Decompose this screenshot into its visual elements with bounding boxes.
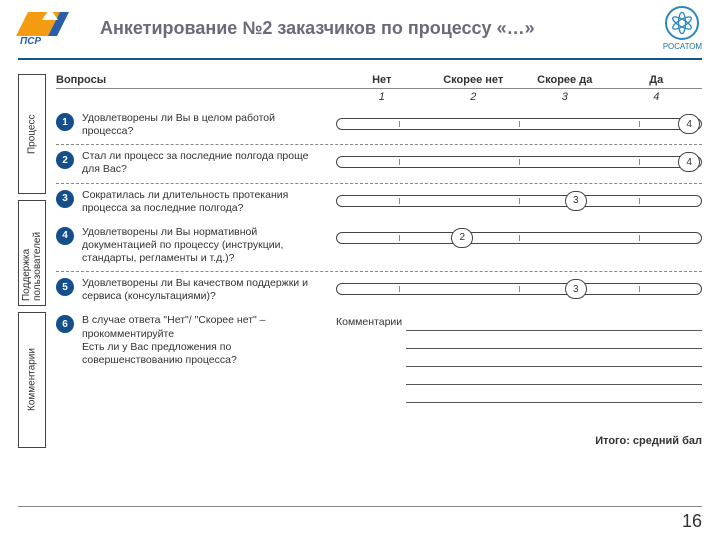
question-scale[interactable]: 4	[336, 115, 702, 133]
scale-tick	[519, 286, 520, 292]
page-title: Анкетирование №2 заказчиков по процессу …	[100, 10, 700, 39]
header: ПСР Анкетирование №2 заказчиков по проце…	[0, 0, 720, 54]
section-label-support: Поддержка пользователей	[18, 200, 46, 306]
scale-tick	[399, 198, 400, 204]
footer-rule	[18, 506, 702, 507]
question-row: 4 Удовлетворены ли Вы нормативной докумен…	[56, 221, 702, 272]
scale-tick	[639, 286, 640, 292]
question-number-badge: 5	[56, 278, 74, 296]
slide: ПСР Анкетирование №2 заказчиков по проце…	[0, 0, 720, 540]
section-label-process: Процесс	[18, 74, 46, 194]
question-rows: 1 Удовлетворены ли Вы в целом работой про…	[56, 107, 702, 309]
section-label-comments: Комментарии	[18, 312, 46, 448]
question-number-badge: 3	[56, 190, 74, 208]
header-scale-4: Да	[611, 74, 703, 86]
question-row: 3 Сократилась ли длительность протекания …	[56, 184, 702, 221]
scale-num-1: 1	[336, 91, 428, 103]
footer: 16	[18, 506, 702, 532]
comments-label: Комментарии	[336, 316, 402, 328]
rosatom-label: РОСАТОМ	[663, 42, 702, 51]
scale-knob[interactable]: 4	[678, 114, 700, 134]
question-text: Стал ли процесс за последние полгода про…	[82, 150, 336, 176]
scale-track	[336, 156, 702, 168]
body: Процесс Поддержка пользователей Коммента…	[18, 74, 702, 500]
comment-line[interactable]	[406, 402, 702, 403]
scale-num-4: 4	[611, 91, 703, 103]
scale-tick	[399, 121, 400, 127]
scale-knob[interactable]: 3	[565, 279, 587, 299]
question-text: Удовлетворены ли Вы качеством поддержки …	[82, 277, 336, 303]
scale-knob[interactable]: 4	[678, 152, 700, 172]
header-questions: Вопросы	[56, 74, 336, 86]
scale-knob[interactable]: 2	[451, 228, 473, 248]
scale-tick	[399, 235, 400, 241]
question-scale[interactable]: 3	[336, 192, 702, 210]
scale-tick	[519, 121, 520, 127]
comment-line[interactable]	[406, 330, 702, 331]
content: Вопросы Нет Скорее нет Скорее да Да 1 2 …	[46, 74, 702, 500]
question-text: Сократилась ли длительность протекания п…	[82, 189, 336, 215]
header-scale-3: Скорее да	[519, 74, 611, 86]
scale-tick	[639, 121, 640, 127]
question-number-badge: 2	[56, 151, 74, 169]
scale-tick	[639, 235, 640, 241]
scale-num-3: 3	[519, 91, 611, 103]
question-scale[interactable]: 4	[336, 153, 702, 171]
rosatom-ring-icon	[665, 6, 699, 40]
scale-track	[336, 283, 702, 295]
comment-line[interactable]	[406, 384, 702, 385]
comment-row: 6 В случае ответа "Нет"/ "Скорее нет" – …	[56, 309, 702, 429]
question-text: Удовлетворены ли Вы нормативной документ…	[82, 226, 336, 265]
question-text: Удовлетворены ли Вы в целом работой проц…	[82, 112, 336, 138]
scale-tick	[639, 198, 640, 204]
column-headers: Вопросы Нет Скорее нет Скорее да Да	[56, 74, 702, 89]
scale-track	[336, 118, 702, 130]
question-number-badge: 1	[56, 113, 74, 131]
svg-text:ПСР: ПСР	[20, 36, 41, 46]
comment-line[interactable]	[406, 366, 702, 367]
question-scale[interactable]: 2	[336, 229, 702, 247]
scale-tick	[519, 198, 520, 204]
section-labels: Процесс Поддержка пользователей Коммента…	[18, 74, 46, 500]
scale-numbers: 1 2 3 4	[56, 91, 702, 103]
scale-knob[interactable]: 3	[565, 191, 587, 211]
comment-question-text: В случае ответа "Нет"/ "Скорее нет" – пр…	[82, 314, 336, 367]
logo-psr: ПСР	[14, 6, 84, 46]
question-row: 5 Удовлетворены ли Вы качеством поддержки…	[56, 272, 702, 309]
question-number-badge: 4	[56, 227, 74, 245]
header-scale-2: Скорее нет	[428, 74, 520, 86]
comment-line[interactable]	[406, 348, 702, 349]
header-scale-1: Нет	[336, 74, 428, 86]
scale-tick	[639, 159, 640, 165]
scale-tick	[399, 159, 400, 165]
scale-tick	[399, 286, 400, 292]
question-number-badge: 6	[56, 315, 74, 333]
scale-track	[336, 195, 702, 207]
logo-rosatom: РОСАТОМ	[663, 6, 702, 51]
scale-tick	[519, 235, 520, 241]
total-label: Итого: средний бал	[56, 435, 702, 447]
scale-num-2: 2	[428, 91, 520, 103]
header-rule	[18, 58, 702, 60]
page-number: 16	[18, 511, 702, 532]
question-row: 2 Стал ли процесс за последние полгода пр…	[56, 145, 702, 183]
question-scale[interactable]: 3	[336, 280, 702, 298]
question-row: 1 Удовлетворены ли Вы в целом работой про…	[56, 107, 702, 145]
scale-track	[336, 232, 702, 244]
scale-tick	[519, 159, 520, 165]
